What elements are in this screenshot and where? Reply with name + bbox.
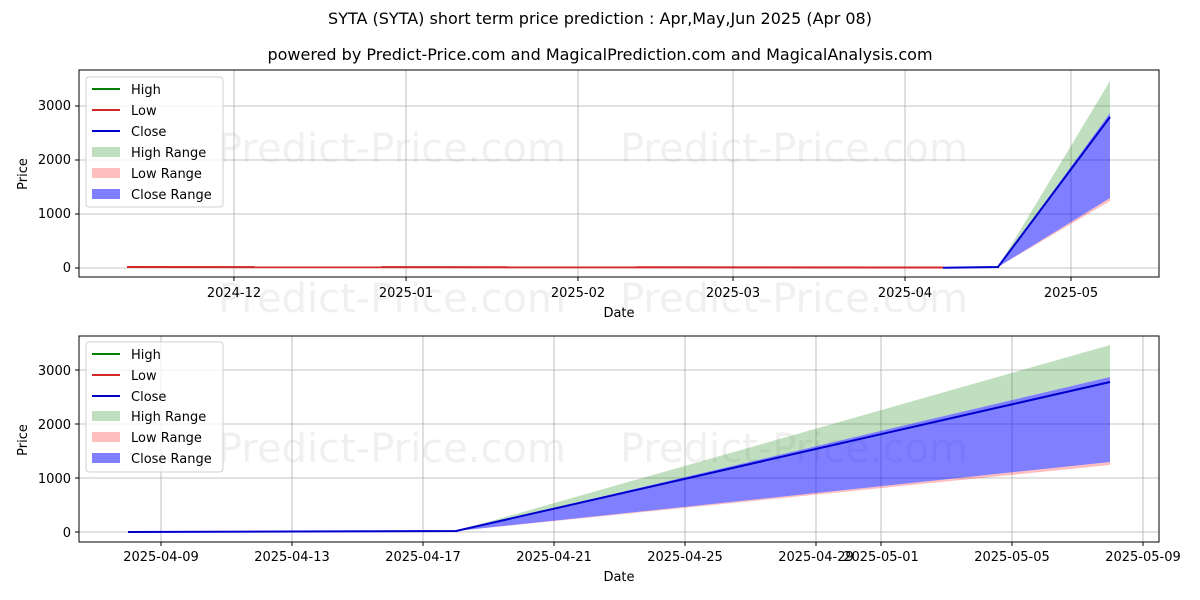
legend-low-label: Low — [131, 369, 157, 384]
close-line — [127, 381, 1111, 533]
legend-high-label: High — [131, 348, 161, 363]
legend-close-label: Close — [131, 390, 166, 405]
legend-low-range-label: Low Range — [131, 167, 202, 182]
legend-close-range-label: Close Range — [131, 452, 212, 467]
x-tick-label: 2025-04-13 — [254, 550, 330, 565]
low-line — [126, 266, 944, 269]
y-tick-label: 1000 — [38, 207, 71, 222]
x-tick-label: 2025-04-21 — [516, 550, 592, 565]
x-tick-label: 2025-05-09 — [1105, 550, 1181, 565]
x-tick-label: 2025-04 — [878, 286, 932, 301]
chart-title: SYTA (SYTA) short term price prediction … — [328, 9, 872, 28]
x-tick-label: 2025-04-09 — [123, 550, 199, 565]
axes-frame — [78, 335, 1160, 543]
legend-high-range-label: High Range — [131, 146, 206, 161]
x-tick-label: 2025-04-29 — [778, 550, 854, 565]
y-axis-label: Price — [16, 158, 31, 190]
x-tick-label: 2025-05-01 — [843, 550, 919, 565]
watermark: Predict-Price.com — [218, 276, 566, 322]
y-ticks — [75, 105, 79, 269]
watermark: Predict-Price.com — [218, 126, 566, 172]
legend-low-label: Low — [131, 104, 157, 119]
x-axis-label: Date — [603, 306, 634, 321]
x-axis-label: Date — [603, 570, 634, 585]
x-tick-label: 2025-03 — [706, 286, 760, 301]
grid-lines — [79, 70, 1159, 277]
legend-high-range-swatch — [92, 411, 120, 421]
close-line — [942, 116, 1111, 269]
y-tick-label: 3000 — [38, 364, 71, 379]
close-range-area — [456, 377, 1110, 531]
legend-close-label: Close — [131, 125, 166, 140]
watermark: Predict-Price.com — [218, 426, 566, 472]
legend-low-range-swatch — [92, 168, 120, 178]
y-tick-label: 2000 — [38, 418, 71, 433]
legend-close-range-label: Close Range — [131, 188, 212, 203]
y-ticks — [75, 369, 79, 533]
grid-lines — [79, 336, 1159, 542]
legend-high-label: High — [131, 83, 161, 98]
y-tick-label: 3000 — [38, 99, 71, 114]
legend-close-range-swatch — [92, 453, 120, 463]
legend-close-range-swatch — [92, 189, 120, 199]
chart-subtitle: powered by Predict-Price.com and Magical… — [267, 45, 933, 64]
x-tick-label: 2025-05-05 — [974, 550, 1050, 565]
y-tick-label: 1000 — [38, 472, 71, 487]
y-axis-label: Price — [16, 424, 31, 456]
high-range-area — [456, 345, 1110, 531]
legend-high-range-label: High Range — [131, 410, 206, 425]
legend: High Low Close High Range Low Range Clos… — [85, 341, 224, 473]
legend-low-range-swatch — [92, 432, 120, 442]
top-panel: Predict-Price.com Predict-Price.com Pred… — [16, 69, 1160, 322]
x-ticks — [233, 277, 1072, 281]
bottom-panel: Predict-Price.com Predict-Price.com — [16, 335, 1181, 585]
x-tick-label: 2025-02 — [551, 286, 605, 301]
high-range-area — [998, 81, 1110, 267]
watermark: Predict-Price.com — [620, 126, 968, 172]
x-tick-label: 2025-05 — [1044, 286, 1098, 301]
y-tick-label: 0 — [63, 526, 71, 541]
x-tick-label: 2024-12 — [207, 286, 261, 301]
x-ticks — [160, 542, 1144, 546]
axes-frame — [78, 69, 1160, 278]
y-tick-label: 2000 — [38, 153, 71, 168]
x-tick-label: 2025-04-25 — [647, 550, 723, 565]
x-tick-label: 2025-01 — [379, 286, 433, 301]
watermark: Predict-Price.com — [620, 276, 968, 322]
legend-low-range-label: Low Range — [131, 431, 202, 446]
legend: High Low Close High Range Low Range Clos… — [85, 76, 224, 208]
x-tick-label: 2025-04-17 — [385, 550, 461, 565]
legend-high-range-swatch — [92, 147, 120, 157]
y-tick-label: 0 — [63, 261, 71, 276]
